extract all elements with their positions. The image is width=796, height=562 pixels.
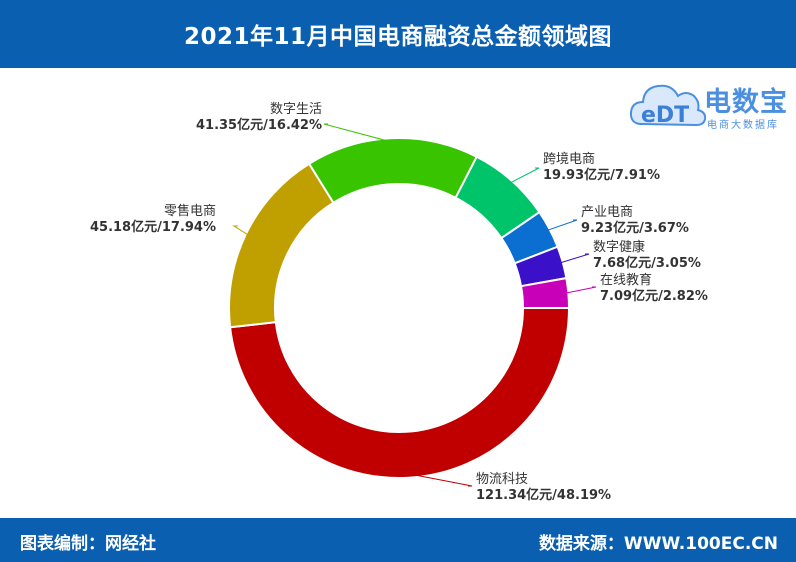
- logo: eDT 电数宝 电商大数据库: [628, 72, 792, 138]
- slice-value-label: 41.35亿元/16.42%: [196, 117, 322, 133]
- slice-value-label: 7.09亿元/2.82%: [600, 288, 708, 304]
- leader-line: [545, 219, 578, 232]
- chart-footer: 图表编制：网经社 数据来源：WWW.100EC.CN: [0, 518, 796, 562]
- chart-title: 2021年11月中国电商融资总金额领域图: [183, 24, 613, 50]
- footer-compiler: 图表编制：网经社: [20, 534, 156, 554]
- donut-slice: [307, 137, 479, 205]
- logo-subtitle: 电商大数据库: [707, 120, 779, 131]
- leader-line: [558, 253, 590, 264]
- slice-value-label: 121.34亿元/48.19%: [476, 487, 611, 503]
- slice-name-label: 产业电商: [581, 205, 633, 220]
- donut-slice: [228, 162, 335, 329]
- footer-source: 数据来源：WWW.100EC.CN: [538, 534, 778, 554]
- slice-value-label: 7.68亿元/3.05%: [593, 255, 701, 271]
- slice-value-label: 45.18亿元/17.94%: [90, 219, 216, 235]
- cloud-logo-icon: eDT: [629, 84, 707, 128]
- donut-slice: [228, 307, 571, 479]
- slice-name-label: 数字健康: [593, 239, 645, 255]
- logo-mark: eDT: [641, 103, 689, 128]
- donut-slice: [519, 276, 571, 309]
- leader-line: [564, 286, 597, 294]
- leader-line: [508, 167, 540, 185]
- slice-name-label: 跨境电商: [543, 152, 595, 167]
- slice-name-label: 数字生活: [270, 102, 322, 117]
- leader-line: [323, 123, 393, 143]
- logo-name: 电数宝: [704, 87, 788, 118]
- leader-line: [232, 225, 250, 237]
- leader-line: [408, 473, 473, 487]
- slice-value-label: 19.93亿元/7.91%: [543, 167, 660, 183]
- slice-name-label: 零售电商: [164, 203, 216, 219]
- slice-value-label: 9.23亿元/3.67%: [581, 220, 689, 236]
- chart-header: 2021年11月中国电商融资总金额领域图: [0, 0, 796, 68]
- slice-name-label: 在线教育: [600, 272, 652, 288]
- slice-name-label: 物流科技: [476, 472, 528, 487]
